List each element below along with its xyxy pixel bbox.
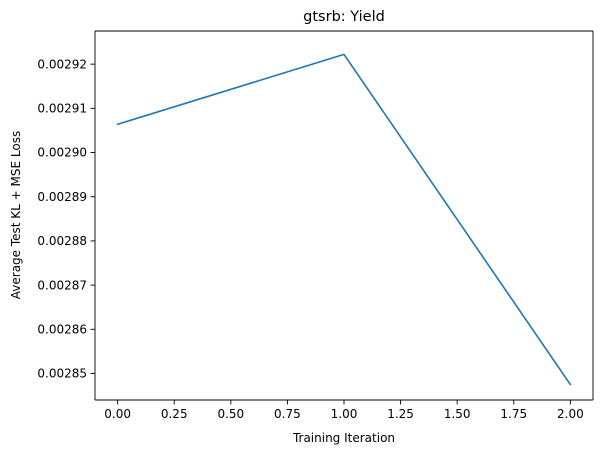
x-axis: 0.00 0.25 0.50 0.75 1.00 1.25 1.50 1.75 2.00 (104, 400, 584, 421)
y-tick-label: 0.00291 (37, 102, 87, 116)
y-axis: 0.00285 0.00286 0.00287 0.00288 0.00289 0.002… (37, 57, 95, 381)
x-tick-label: 0.00 (104, 407, 131, 421)
x-tick-label: 0.75 (274, 407, 301, 421)
x-tick-label: 1.75 (500, 407, 527, 421)
x-tick-label: 1.25 (387, 407, 414, 421)
plot-area (94, 30, 594, 401)
y-tick-label: 0.00286 (37, 322, 87, 336)
y-tick-label: 0.00289 (37, 190, 87, 204)
x-tick-label: 1.00 (331, 407, 358, 421)
y-tick-label: 0.00292 (37, 57, 87, 71)
y-tick-label: 0.00285 (37, 367, 87, 381)
series-line-0 (116, 53, 572, 386)
x-tick-label: 0.25 (161, 407, 188, 421)
x-tick-label: 2.00 (557, 407, 584, 421)
y-tick-label: 0.00290 (37, 146, 87, 160)
x-tick-label: 1.50 (444, 407, 471, 421)
y-axis-title: Average Test KL + MSE Loss (9, 131, 23, 299)
chart-title: gtsrb: Yield (303, 9, 385, 25)
x-axis-title: Training Iteration (292, 431, 395, 445)
plot-background (95, 31, 593, 400)
y-tick-label: 0.00288 (37, 234, 87, 248)
y-tick-label: 0.00287 (37, 278, 87, 292)
x-tick-label: 0.50 (217, 407, 244, 421)
